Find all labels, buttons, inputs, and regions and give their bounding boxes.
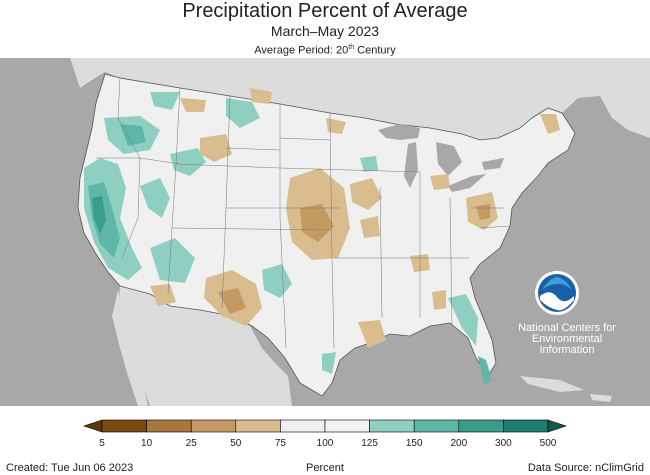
legend-tick-label: 300 [495, 438, 512, 449]
ncei-attribution: National Centers for Environmental Infor… [512, 323, 622, 356]
legend-high-arrow [547, 419, 567, 433]
legend-swatch [503, 419, 549, 433]
legend-tick-label: 75 [275, 438, 287, 449]
baja-peninsula [112, 290, 148, 406]
average-period-sup: th [348, 44, 355, 51]
map-subtitle: March–May 2023 [270, 23, 380, 39]
legend-swatch [190, 419, 237, 433]
ncei-line1: National Centers for [518, 322, 616, 334]
legend-swatch [101, 419, 147, 433]
canada-landmass [0, 58, 650, 140]
noaa-logo [535, 271, 579, 315]
legend-swatch [235, 419, 281, 433]
caribbean-islands [520, 376, 612, 402]
state-boundaries [96, 77, 511, 349]
legend-low-arrow [83, 419, 103, 433]
mexico-landmass [118, 286, 292, 406]
legend-ticks: 5 10 25 50 75 100 125 150 200 300 500 [99, 438, 557, 449]
average-period: Average Period: 20th Century [0, 41, 650, 58]
dry-regions [150, 88, 560, 348]
legend-tick-label: 10 [141, 438, 153, 449]
legend-tick-label: 5 [99, 438, 105, 449]
lake-michigan [404, 142, 418, 188]
average-period-prefix: Average Period: 20 [254, 44, 349, 57]
lake-ontario [482, 158, 504, 170]
legend-swatch [146, 419, 192, 433]
average-period-suffix: Century [354, 44, 396, 57]
legend-swatch [458, 419, 504, 433]
ncei-line3: Information [539, 344, 595, 356]
data-source: Data Source: nClimGrid [527, 462, 644, 474]
lake-huron [436, 142, 462, 176]
precipitation-map [0, 58, 650, 406]
legend-swatch [369, 419, 415, 433]
legend-tick-label: 100 [317, 438, 334, 449]
legend-label: Percent [306, 462, 344, 474]
legend-tick-label: 25 [186, 438, 198, 449]
map-title: Precipitation Percent of Average [182, 0, 468, 22]
color-legend: 5 10 25 50 75 100 125 150 200 300 500 [83, 419, 567, 449]
wet-regions [84, 92, 492, 384]
lake-superior [378, 124, 420, 140]
legend-tick-label: 50 [230, 438, 242, 449]
created-date: Created: Tue Jun 06 2023 [6, 462, 134, 474]
legend-swatch [413, 419, 460, 433]
legend-swatches [83, 419, 567, 433]
legend-swatch [280, 419, 326, 433]
legend-swatch [324, 419, 370, 433]
legend-tick-label: 200 [450, 438, 467, 449]
legend-tick-label: 125 [361, 438, 378, 449]
ncei-line2: Environmental [531, 333, 603, 345]
legend-tick-label: 150 [406, 438, 423, 449]
lake-erie [448, 174, 486, 192]
legend-tick-label: 500 [540, 438, 557, 449]
